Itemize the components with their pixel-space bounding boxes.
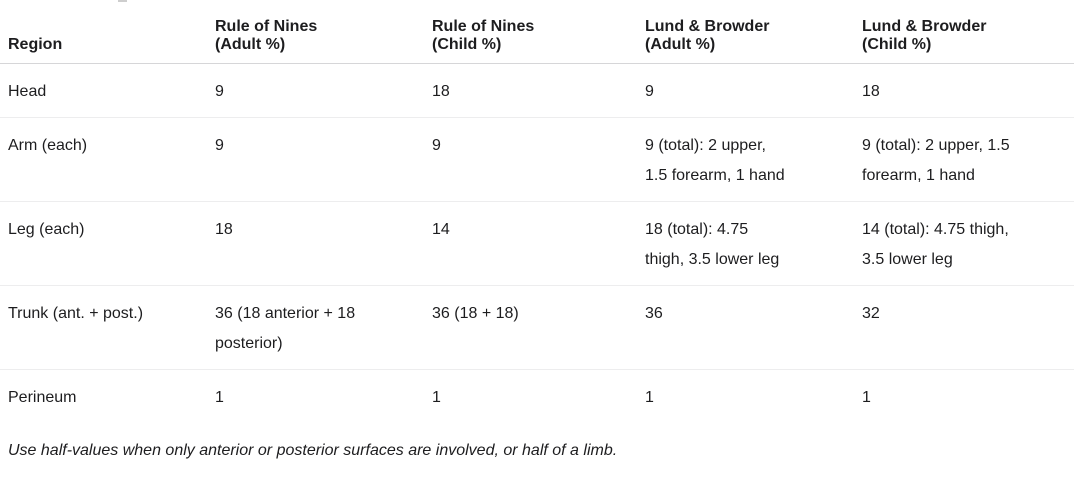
cell-region: Perineum (8, 389, 77, 406)
column-header-line1: Lund & Browder (862, 18, 987, 35)
cell-value: 14 (total): 4.75 thigh, 3.5 lower leg (862, 201, 1074, 286)
column-header-rule-of-nines-child: Rule of Nines (Child %) (432, 0, 645, 64)
cell-value: 18 (432, 63, 645, 118)
column-header-line1: Rule of Nines (432, 18, 535, 35)
table-row-trunk: Trunk (ant. + post.) 36 (18 anterior + 1… (0, 285, 1074, 370)
cell-region: Trunk (ant. + post.) (0, 285, 215, 370)
footnote: Use half-values when only anterior or po… (8, 442, 618, 459)
cell-value: 9 (total): 2 upper, 1.5 forearm, 1 hand (645, 117, 862, 202)
table-row-head: Head 9 18 9 18 (0, 63, 1074, 118)
cropped-text-artifact (118, 0, 127, 2)
column-header-region: Region (0, 0, 215, 64)
column-header-line2: (Adult %) (215, 36, 286, 53)
cell-value: 18 (862, 63, 1074, 118)
column-header-line2: (Adult %) (645, 36, 716, 53)
column-header-line2: (Child %) (862, 36, 932, 53)
cell-value: 1 (862, 389, 871, 406)
cell-value: 1 (645, 389, 654, 406)
cell-value: 1 (432, 389, 441, 406)
cell-region: Leg (each) (0, 201, 215, 286)
cell-region: Arm (each) (0, 117, 215, 202)
column-header-lund-browder-child: Lund & Browder (Child %) (862, 0, 1074, 64)
cell-value: 9 (645, 63, 862, 118)
burn-tbsa-comparison-table: Region Rule of Nines (Adult %) Rule of N… (0, 0, 1074, 424)
cell-region: Head (0, 63, 215, 118)
cell-value: 36 (18 anterior + 18 posterior) (215, 285, 432, 370)
cell-value: 9 (215, 117, 432, 202)
table-row-perineum: Perineum 1 1 1 1 (0, 370, 1074, 424)
cell-value: 1 (215, 389, 224, 406)
cell-value: 9 (total): 2 upper, 1.5 forearm, 1 hand (862, 117, 1074, 202)
cell-value: 32 (862, 285, 1074, 370)
column-header-line1: Region (8, 36, 63, 53)
cell-value: 9 (432, 117, 645, 202)
header-row: Region Rule of Nines (Adult %) Rule of N… (0, 0, 1074, 64)
cell-value: 9 (215, 63, 432, 118)
cell-value: 14 (432, 201, 645, 286)
column-header-line2: (Child %) (432, 36, 502, 53)
cell-value: 36 (645, 285, 862, 370)
column-header-line1: Lund & Browder (645, 18, 770, 35)
column-header-line1: Rule of Nines (215, 18, 318, 35)
cell-value: 18 (total): 4.75 thigh, 3.5 lower leg (645, 201, 862, 286)
table-row-arm: Arm (each) 9 9 9 (total): 2 upper, 1.5 f… (0, 117, 1074, 202)
column-header-lund-browder-adult: Lund & Browder (Adult %) (645, 0, 862, 64)
column-header-rule-of-nines-adult: Rule of Nines (Adult %) (215, 0, 432, 64)
cell-value: 36 (18 + 18) (432, 285, 645, 370)
table-row-leg: Leg (each) 18 14 18 (total): 4.75 thigh,… (0, 201, 1074, 286)
cell-value: 18 (215, 201, 432, 286)
